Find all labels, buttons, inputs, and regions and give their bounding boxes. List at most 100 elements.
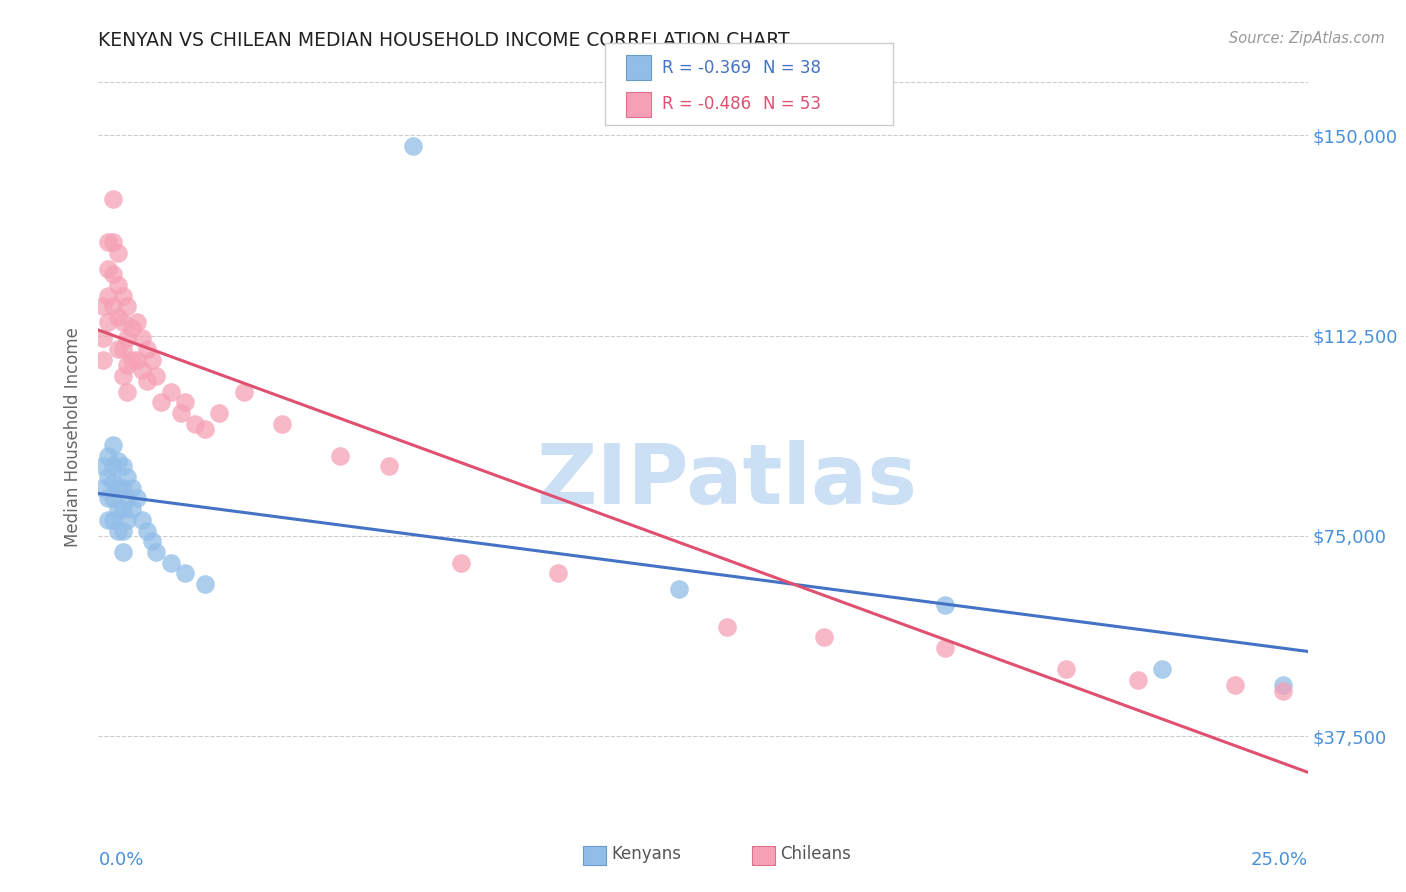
Point: [111, 315, 134, 329]
Point: [117, 384, 139, 399]
Point: [1272, 678, 1295, 692]
Point: [934, 599, 956, 613]
Text: 0.0%: 0.0%: [98, 851, 143, 869]
Point: [208, 406, 231, 420]
Text: R = -0.486: R = -0.486: [662, 95, 751, 113]
Point: [101, 438, 124, 452]
Point: [117, 331, 139, 345]
Point: [145, 545, 167, 559]
Point: [402, 139, 425, 153]
Point: [107, 246, 129, 260]
Point: [97, 470, 120, 484]
Point: [101, 491, 124, 506]
Point: [107, 277, 129, 292]
Point: [813, 630, 835, 644]
Point: [101, 193, 124, 207]
Point: [97, 315, 120, 329]
Point: [145, 368, 167, 383]
Point: [91, 481, 114, 495]
Point: [174, 395, 197, 409]
Point: [1223, 678, 1246, 692]
Point: [135, 342, 157, 356]
Point: [1272, 683, 1295, 698]
Point: [450, 556, 472, 570]
Point: [184, 417, 207, 431]
Point: [194, 577, 217, 591]
Point: [111, 481, 134, 495]
Point: [131, 363, 153, 377]
Point: [232, 384, 254, 399]
Point: [131, 331, 153, 345]
Point: [160, 384, 183, 399]
Point: [1054, 662, 1077, 676]
Point: [117, 299, 139, 313]
Point: [117, 491, 139, 506]
Point: [121, 352, 143, 367]
Point: [97, 491, 120, 506]
Point: [377, 459, 399, 474]
Point: [271, 417, 294, 431]
Point: [101, 267, 124, 281]
Point: [194, 422, 217, 436]
Point: [127, 491, 149, 506]
Text: N = 53: N = 53: [763, 95, 821, 113]
Point: [127, 352, 149, 367]
Point: [91, 299, 114, 313]
Point: [97, 449, 120, 463]
Text: N = 38: N = 38: [763, 59, 821, 77]
Point: [174, 566, 197, 581]
Point: [91, 331, 114, 345]
Point: [111, 502, 134, 516]
Text: KENYAN VS CHILEAN MEDIAN HOUSEHOLD INCOME CORRELATION CHART: KENYAN VS CHILEAN MEDIAN HOUSEHOLD INCOM…: [98, 31, 790, 50]
Point: [117, 470, 139, 484]
Point: [121, 320, 143, 334]
Point: [97, 288, 120, 302]
Point: [117, 358, 139, 372]
Point: [101, 475, 124, 490]
Point: [111, 368, 134, 383]
Point: [329, 449, 352, 463]
Point: [131, 513, 153, 527]
Point: [169, 406, 191, 420]
Text: Chileans: Chileans: [780, 845, 851, 863]
Point: [141, 352, 163, 367]
Point: [91, 459, 114, 474]
Point: [111, 545, 134, 559]
Text: 25.0%: 25.0%: [1250, 851, 1308, 869]
Point: [107, 342, 129, 356]
Point: [101, 459, 124, 474]
Point: [117, 513, 139, 527]
Point: [101, 299, 124, 313]
Text: Source: ZipAtlas.com: Source: ZipAtlas.com: [1229, 31, 1385, 46]
Point: [934, 640, 956, 655]
Point: [668, 582, 690, 597]
Point: [160, 556, 183, 570]
Point: [91, 352, 114, 367]
Point: [111, 342, 134, 356]
Point: [107, 454, 129, 468]
Point: [107, 524, 129, 538]
Point: [1152, 662, 1174, 676]
Point: [150, 395, 173, 409]
Point: [135, 374, 157, 388]
Point: [101, 513, 124, 527]
Point: [111, 288, 134, 302]
Point: [97, 513, 120, 527]
Point: [121, 481, 143, 495]
Point: [107, 310, 129, 324]
Point: [97, 235, 120, 250]
Point: [111, 524, 134, 538]
Y-axis label: Median Household Income: Median Household Income: [65, 327, 83, 547]
Text: Kenyans: Kenyans: [612, 845, 682, 863]
Point: [547, 566, 569, 581]
Point: [97, 261, 120, 276]
Point: [101, 235, 124, 250]
Text: ZIPatlas: ZIPatlas: [537, 441, 918, 522]
Point: [135, 524, 157, 538]
Point: [1128, 673, 1150, 687]
Point: [107, 502, 129, 516]
Point: [127, 315, 149, 329]
Point: [141, 534, 163, 549]
Point: [107, 481, 129, 495]
Point: [716, 619, 738, 633]
